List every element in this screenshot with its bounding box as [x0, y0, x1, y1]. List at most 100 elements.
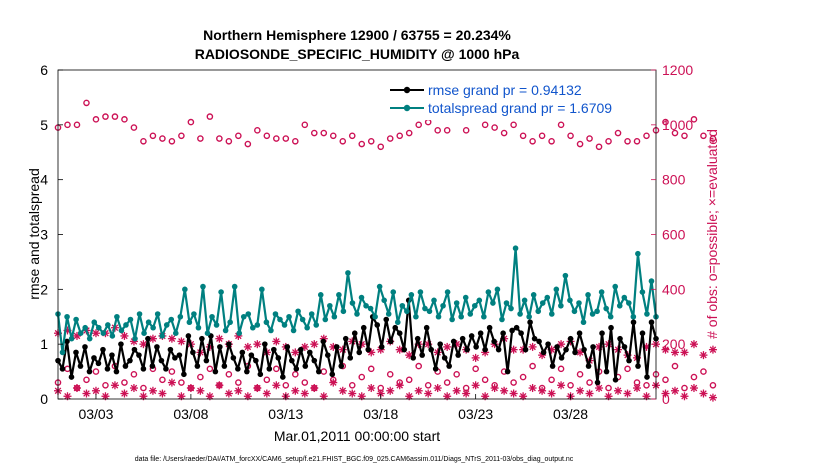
obs-possible-marker	[481, 376, 489, 384]
spread-point	[295, 308, 301, 315]
spread-point	[589, 311, 596, 317]
rmse-point	[446, 363, 452, 369]
y-tick-label-left: 1	[40, 336, 48, 352]
x-tick-label: 03/28	[553, 406, 588, 422]
rmse-point	[347, 355, 354, 361]
spread-point	[277, 316, 283, 323]
obs-possible-marker	[624, 365, 631, 373]
obs-possible-marker	[121, 116, 128, 123]
rmse-point	[648, 319, 655, 326]
obs-possible-marker	[254, 127, 261, 134]
obs-evaluated-stroke	[405, 351, 413, 359]
obs-evaluated-stroke	[415, 387, 422, 395]
obs-evaluated-stroke	[292, 387, 299, 395]
rmse-point	[608, 324, 614, 331]
obs-evaluated-stroke	[700, 351, 707, 359]
spread-point	[485, 289, 492, 295]
rmse-point	[167, 346, 174, 353]
legend-spread-marker	[403, 104, 411, 112]
obs-possible-marker	[576, 371, 584, 378]
rmse-point	[212, 368, 219, 375]
spread-point	[100, 330, 107, 337]
rmse-point	[495, 346, 502, 353]
rmse-point	[356, 349, 363, 356]
spread-point	[363, 302, 369, 309]
rmse-point	[428, 346, 434, 353]
rmse-point	[482, 346, 488, 353]
obs-evaluated-marker	[196, 386, 205, 395]
rmse-point	[360, 324, 367, 331]
rmse-point	[293, 366, 300, 372]
obs-evaluated-stroke	[149, 335, 157, 342]
rmse-point	[221, 363, 228, 369]
y-tick-label-right: 1200	[662, 62, 693, 78]
spread-point	[467, 311, 474, 317]
spread-point	[336, 292, 342, 298]
obs-evaluated-marker	[585, 389, 594, 398]
spread-point	[250, 324, 256, 331]
obs-evaluated-marker	[471, 381, 480, 390]
spread-point	[195, 324, 202, 331]
obs-evaluated-marker	[395, 345, 404, 354]
obs-evaluated-stroke	[481, 392, 489, 400]
footer-data-file: data file: /Users/raeder/DAI/ATM_forcXX/…	[135, 456, 574, 463]
spread-point	[168, 316, 175, 323]
rmse-point	[626, 357, 632, 364]
obs-evaluated-marker	[291, 348, 300, 357]
obs-evaluated-stroke	[671, 349, 679, 356]
obs-evaluated-marker	[595, 384, 604, 393]
obs-possible-marker	[367, 365, 375, 373]
obs-evaluated-stroke	[178, 338, 185, 345]
spread-point	[349, 300, 356, 306]
obs-possible-marker	[529, 137, 536, 145]
y-tick-label-left: 5	[40, 117, 48, 133]
obs-evaluated-stroke	[586, 390, 593, 397]
obs-possible-marker	[348, 132, 356, 140]
obs-evaluated-marker	[224, 389, 233, 398]
spread-point	[444, 289, 451, 295]
obs-evaluated-stroke	[557, 382, 565, 389]
obs-evaluated-stroke	[434, 384, 441, 392]
rmse-point	[136, 352, 142, 358]
rmse-point	[320, 338, 327, 345]
obs-evaluated-stroke	[273, 338, 280, 345]
obs-possible-marker	[386, 371, 394, 378]
rmse-point	[558, 355, 565, 361]
obs-evaluated-stroke	[529, 343, 536, 351]
spread-point	[644, 311, 650, 317]
obs-evaluated-marker	[291, 386, 300, 395]
rmse-point	[459, 335, 466, 342]
obs-evaluated-marker	[101, 392, 110, 401]
rmse-point	[576, 330, 583, 337]
obs-possible-marker	[548, 376, 555, 384]
obs-possible-marker	[453, 371, 460, 378]
spread-point	[308, 311, 315, 317]
obs-possible-marker	[235, 132, 242, 140]
obs-possible-marker	[168, 368, 176, 375]
rmse-point	[127, 357, 133, 364]
obs-possible-marker	[519, 132, 527, 140]
obs-evaluated-stroke	[396, 346, 404, 353]
rmse-point	[540, 349, 547, 356]
x-tick-label: 03/03	[78, 406, 113, 422]
spread-point	[331, 313, 338, 320]
obs-evaluated-marker	[623, 389, 632, 398]
obs-possible-marker	[92, 116, 100, 123]
obs-evaluated-marker	[129, 384, 138, 393]
rmse-point	[455, 352, 461, 358]
obs-evaluated-marker	[557, 381, 566, 390]
legend-spread-label: totalspread grand pr = 1.6709	[428, 100, 612, 116]
obs-evaluated-stroke	[443, 343, 451, 351]
obs-evaluated-marker	[471, 353, 480, 362]
rmse-point	[109, 352, 115, 358]
obs-evaluated-stroke	[614, 387, 622, 395]
obs-possible-marker	[700, 132, 707, 140]
spread-point	[508, 305, 514, 312]
obs-evaluated-stroke	[178, 392, 185, 400]
rmse-point	[531, 335, 538, 342]
obs-possible-marker	[301, 379, 309, 386]
rmse-point	[365, 346, 372, 353]
spread-point	[517, 311, 523, 317]
obs-possible-marker	[643, 132, 650, 140]
